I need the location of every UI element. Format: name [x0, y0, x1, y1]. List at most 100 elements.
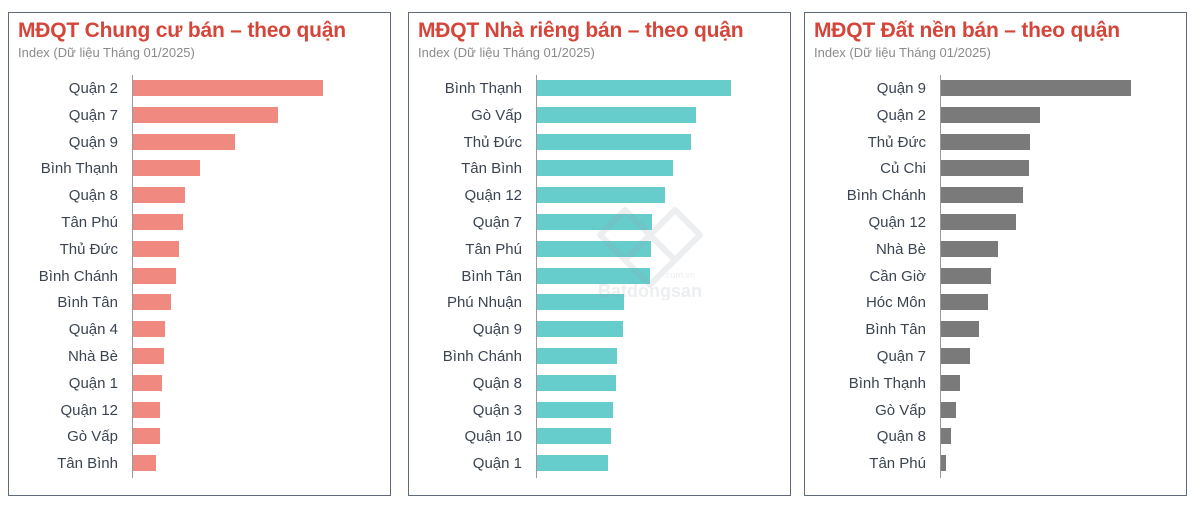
bar-plot: Quận 2 Quận 7 Quận 9 Bình Thạnh Quận 8 Tân Ph… — [9, 75, 390, 480]
bar-row: Thủ Đức — [805, 129, 1186, 156]
category-label: Quận 12 — [464, 187, 522, 205]
chart-subtitle: Index (Dữ liệu Tháng 01/2025) — [814, 45, 991, 60]
bar-row: Quận 10 — [409, 423, 790, 450]
bar — [941, 401, 956, 418]
bar — [537, 348, 617, 364]
category-label: Quận 2 — [68, 80, 118, 97]
bar — [133, 214, 183, 230]
category-label: Gò Vấp — [67, 428, 118, 446]
bar — [133, 401, 160, 418]
category-label: Bình Chánh — [38, 267, 118, 285]
bar — [537, 455, 608, 472]
category-label: Quận 9 — [472, 321, 522, 339]
bar-plot: Bình Thạnh Gò Vấp Thủ Đức Tân Bình Quận 12 Qu… — [409, 75, 790, 480]
bar — [537, 187, 665, 204]
bar — [537, 133, 691, 150]
bar-row: Tân Phú — [805, 450, 1186, 477]
bar-row: Bình Thạnh — [9, 155, 390, 182]
bar-row: Thủ Đức — [9, 236, 390, 263]
bar — [133, 348, 164, 364]
bar — [941, 348, 970, 364]
category-label: Thủ Đức — [463, 133, 522, 151]
bar — [133, 80, 323, 96]
category-label: Bình Thạnh — [444, 80, 522, 97]
bar — [133, 267, 176, 284]
bar — [537, 428, 611, 445]
y-axis-line — [132, 75, 133, 478]
chart-title: MĐQT Nhà riêng bán – theo quận — [418, 19, 744, 42]
category-label: Quận 7 — [876, 348, 926, 365]
chart-panel-nha-rieng: MĐQT Nhà riêng bán – theo quận Index (Dữ… — [408, 12, 791, 496]
category-label: Phú Nhuận — [446, 294, 522, 312]
bar — [133, 455, 156, 472]
bar-row: Quận 9 — [409, 316, 790, 343]
category-label: Gò Vấp — [875, 401, 926, 419]
category-label: Thủ Đức — [867, 133, 926, 151]
bar-row: Quận 12 — [805, 209, 1186, 236]
category-label: Quận 3 — [472, 401, 522, 419]
bar — [941, 187, 1023, 204]
bar-row: Bình Tân — [409, 263, 790, 290]
bar — [941, 294, 988, 311]
category-label: Hóc Môn — [865, 294, 926, 312]
bar — [537, 106, 696, 123]
category-label: Củ Chi — [880, 160, 926, 178]
bar — [941, 374, 960, 391]
bar — [133, 133, 235, 150]
category-label: Bình Chánh — [442, 348, 522, 365]
category-label: Quận 7 — [68, 106, 118, 124]
bar-row: Quận 1 — [409, 450, 790, 477]
bar — [133, 106, 278, 123]
bar — [941, 80, 1131, 96]
bar — [941, 133, 1030, 150]
bar-row: Bình Thạnh — [409, 75, 790, 102]
chart-title: MĐQT Đất nền bán – theo quận — [814, 19, 1120, 42]
bar — [941, 106, 1040, 123]
category-label: Quận 12 — [60, 401, 118, 419]
category-label: Bình Tân — [865, 321, 926, 339]
category-label: Gò Vấp — [471, 106, 522, 124]
y-axis-line — [536, 75, 537, 478]
category-label: Bình Thạnh — [40, 160, 118, 178]
bar-row: Quận 1 — [9, 370, 390, 397]
bar — [941, 160, 1029, 177]
bar-row: Nhà Bè — [9, 343, 390, 370]
category-label: Quận 2 — [876, 106, 926, 124]
category-label: Quận 7 — [472, 214, 522, 231]
bar — [537, 214, 652, 230]
chart-title: MĐQT Chung cư bán – theo quận — [18, 19, 346, 42]
bar — [537, 160, 673, 177]
bar-row: Nhà Bè — [805, 236, 1186, 263]
bar-row: Quận 8 — [9, 182, 390, 209]
bar-row: Tân Phú — [9, 209, 390, 236]
bar — [133, 321, 165, 338]
bar-row: Bình Chánh — [409, 343, 790, 370]
bar-row: Quận 2 — [9, 75, 390, 102]
bar-row: Tân Bình — [409, 155, 790, 182]
category-label: Nhà Bè — [875, 240, 926, 258]
bar-row: Phú Nhuận — [409, 289, 790, 316]
category-label: Quận 4 — [68, 321, 118, 339]
category-label: Bình Chánh — [846, 187, 926, 205]
y-axis-line — [940, 75, 941, 478]
bar-row: Bình Thạnh — [805, 370, 1186, 397]
category-label: Quận 1 — [472, 455, 522, 473]
bar-row: Bình Tân — [9, 289, 390, 316]
bar-row: Bình Tân — [805, 316, 1186, 343]
chart-subtitle: Index (Dữ liệu Tháng 01/2025) — [418, 45, 595, 60]
bar — [133, 294, 171, 311]
chart-subtitle: Index (Dữ liệu Tháng 01/2025) — [18, 45, 195, 60]
bar — [133, 160, 200, 177]
bar — [537, 267, 650, 284]
bar — [537, 240, 651, 257]
bar — [537, 294, 624, 311]
bar — [537, 321, 623, 338]
bar — [941, 267, 991, 284]
category-label: Cần Giờ — [869, 267, 926, 285]
bar-row: Quận 4 — [9, 316, 390, 343]
category-label: Quận 1 — [68, 374, 118, 392]
bar-row: Bình Chánh — [9, 263, 390, 290]
category-label: Tân Phú — [61, 214, 118, 231]
bar-row: Quận 12 — [9, 397, 390, 424]
category-label: Tân Bình — [57, 455, 118, 473]
